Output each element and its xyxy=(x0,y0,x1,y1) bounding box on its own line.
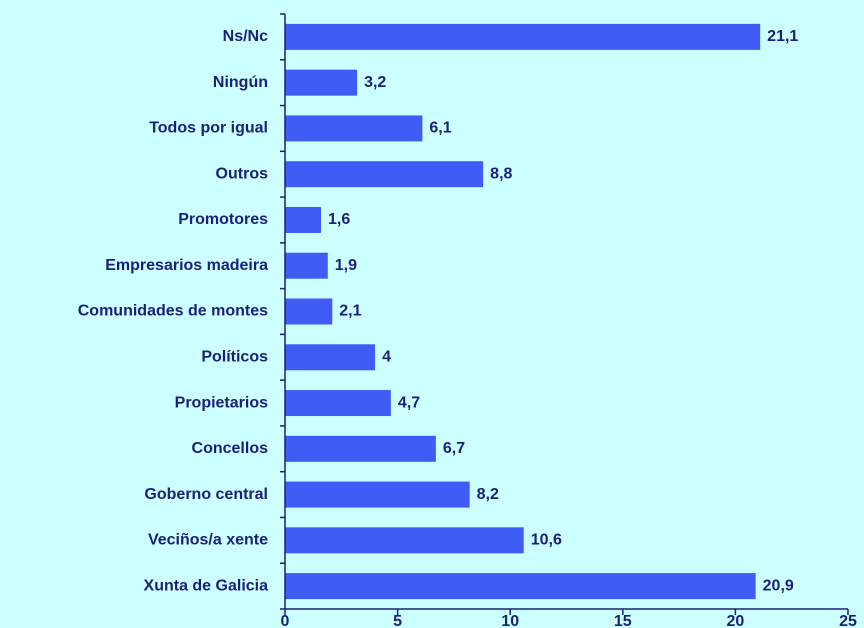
bar xyxy=(285,161,484,188)
bar xyxy=(285,435,436,462)
bar xyxy=(285,573,756,600)
bar xyxy=(285,390,391,417)
y-tick-label: Veciños/a xente xyxy=(148,532,268,549)
x-tick-label: 15 xyxy=(614,613,632,628)
y-tick-label: Ns/Nc xyxy=(223,28,268,45)
data-label: 3,2 xyxy=(364,74,386,91)
y-tick-label: Ningún xyxy=(213,74,268,91)
x-tick-label: 0 xyxy=(281,613,290,628)
y-tick-label: Propietarios xyxy=(175,394,268,411)
bar xyxy=(285,115,423,142)
x-tick-label: 20 xyxy=(727,613,745,628)
y-tick-label: Todos por igual xyxy=(149,120,268,137)
bar xyxy=(285,481,470,508)
y-tick-label: Outros xyxy=(216,165,269,182)
data-label: 8,2 xyxy=(477,486,499,503)
bar xyxy=(285,252,328,279)
y-tick-label: Comunidades de montes xyxy=(78,303,268,320)
data-label: 10,6 xyxy=(531,532,562,549)
bar xyxy=(285,23,761,50)
y-tick-label: Políticos xyxy=(201,348,268,365)
data-label: 1,6 xyxy=(328,211,350,228)
bar xyxy=(285,344,376,371)
x-tick-label: 5 xyxy=(393,613,402,628)
data-label: 6,1 xyxy=(429,120,451,137)
data-label: 4,7 xyxy=(398,394,420,411)
y-tick-label: Promotores xyxy=(178,211,268,228)
bar xyxy=(285,206,322,233)
data-label: 2,1 xyxy=(339,303,361,320)
data-label: 6,7 xyxy=(443,440,465,457)
y-tick-label: Concellos xyxy=(192,440,269,457)
data-label: 21,1 xyxy=(767,28,798,45)
data-label: 20,9 xyxy=(763,577,794,594)
data-label: 4 xyxy=(382,348,391,365)
y-tick-label: Xunta de Galicia xyxy=(144,577,269,594)
y-tick-label: Goberno central xyxy=(144,486,268,503)
data-label: 1,9 xyxy=(335,257,357,274)
x-tick-label: 25 xyxy=(839,613,857,628)
y-tick-label: Empresarios madeira xyxy=(105,257,268,274)
bar xyxy=(285,298,333,325)
data-label: 8,8 xyxy=(490,165,512,182)
bar xyxy=(285,527,524,554)
bar xyxy=(285,69,358,96)
x-tick-label: 10 xyxy=(501,613,519,628)
